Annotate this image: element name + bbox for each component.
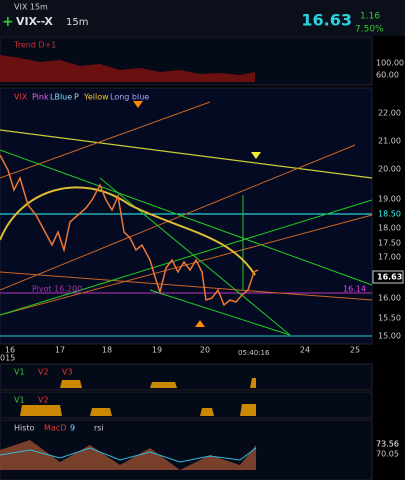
price-tick-label: 20.00 — [378, 165, 401, 174]
price-tick-label: 17.00 — [378, 253, 401, 262]
pivot-value: 16.14 — [343, 285, 366, 294]
indicator-axis-label: 73.56 — [376, 440, 399, 449]
indicator-label: Histo — [14, 424, 35, 433]
orange-line — [0, 101, 211, 179]
histo-area — [0, 440, 256, 470]
date-tick-label: 16 — [5, 346, 15, 355]
orange-line — [0, 144, 356, 291]
date-axis: 16 17 18 19 20 24 25 — [5, 346, 360, 355]
trend-label: Trend D+1 — [13, 41, 56, 50]
date-tick-label: 20 — [200, 346, 210, 355]
last-price: 16.63 — [301, 11, 352, 30]
price-tick-label: 16.00 — [378, 294, 401, 303]
indicator-panel — [0, 363, 373, 391]
add-icon[interactable]: + — [2, 14, 14, 30]
green-line — [149, 289, 291, 336]
price-tick-label: 15.50 — [378, 314, 401, 323]
indicator-label: MacD — [44, 424, 66, 433]
indicator-label: rsi — [94, 424, 104, 433]
indicator-label: V1 — [14, 396, 25, 405]
price-tick-label: 19.00 — [378, 195, 401, 204]
legend-item: VIX — [14, 93, 28, 102]
main-panel — [0, 87, 373, 345]
indicator-label: V2 — [38, 368, 49, 377]
date-tick-label: 24 — [300, 346, 310, 355]
price-tick-label: 22.00 — [378, 109, 401, 118]
price-axis: 22.00 21.00 20.00 19.00 18.50 18.00 17.50 17.00… — [378, 109, 401, 341]
macd-line — [0, 447, 257, 463]
symbol[interactable]: VIX--X — [16, 15, 53, 28]
indicator-area — [0, 378, 256, 388]
price-tick-label: 18.50 — [378, 210, 401, 219]
legend-item: Long blue — [110, 93, 149, 102]
indicator-label: V3 — [62, 368, 73, 377]
legend-item: Pink — [32, 93, 49, 102]
price-tick-label: 15.00 — [378, 332, 401, 341]
price-path — [0, 154, 259, 307]
change: 1.16 — [360, 12, 380, 22]
green-line — [0, 199, 373, 316]
price-tick-label: 21.00 — [378, 137, 401, 146]
legend: VIX Pink LBlue P Yellow Long blue — [14, 93, 149, 102]
orange-line — [0, 271, 373, 301]
legend-item: LBlue — [50, 93, 72, 102]
green-line — [0, 149, 373, 286]
date-tick-label: 19 — [152, 346, 162, 355]
price-tick-label: 18.00 — [378, 224, 401, 233]
green-line — [99, 177, 291, 336]
yellow-line — [0, 129, 373, 179]
window-title: VIX 15m — [14, 3, 48, 12]
time-label: 05:40:16 — [238, 349, 270, 357]
current-price: 16.63 — [377, 273, 402, 282]
indicator-axis-label: 70.05 — [376, 450, 399, 459]
arrow-up — [195, 320, 205, 327]
legend-item: Yellow — [83, 93, 109, 102]
pivot-label: Pivot 16.200 — [32, 285, 82, 294]
trend-area — [0, 55, 255, 82]
indicator-label: 9 — [70, 424, 75, 433]
date-tick-label: 18 — [102, 346, 112, 355]
arrow-down — [133, 101, 143, 108]
change-pct: 7.50% — [355, 25, 384, 35]
date-tick-label: 25 — [350, 346, 360, 355]
year-label: 015 — [0, 354, 15, 363]
arrow-down — [251, 152, 261, 159]
indicator-area — [0, 404, 256, 416]
header-bar — [0, 0, 405, 36]
indicator-label: V1 — [14, 368, 25, 377]
trend-axis-label: 60.00 — [376, 71, 399, 80]
indicator-label: V2 — [38, 396, 49, 405]
legend-item: P — [74, 93, 79, 102]
trend-axis-label: 100.00 — [376, 59, 404, 68]
interval[interactable]: 15m — [66, 17, 88, 28]
price-tick-label: 17.50 — [378, 239, 401, 248]
indicator-panel — [0, 391, 373, 419]
current-price-box — [372, 270, 404, 284]
date-tick-label: 17 — [55, 346, 65, 355]
